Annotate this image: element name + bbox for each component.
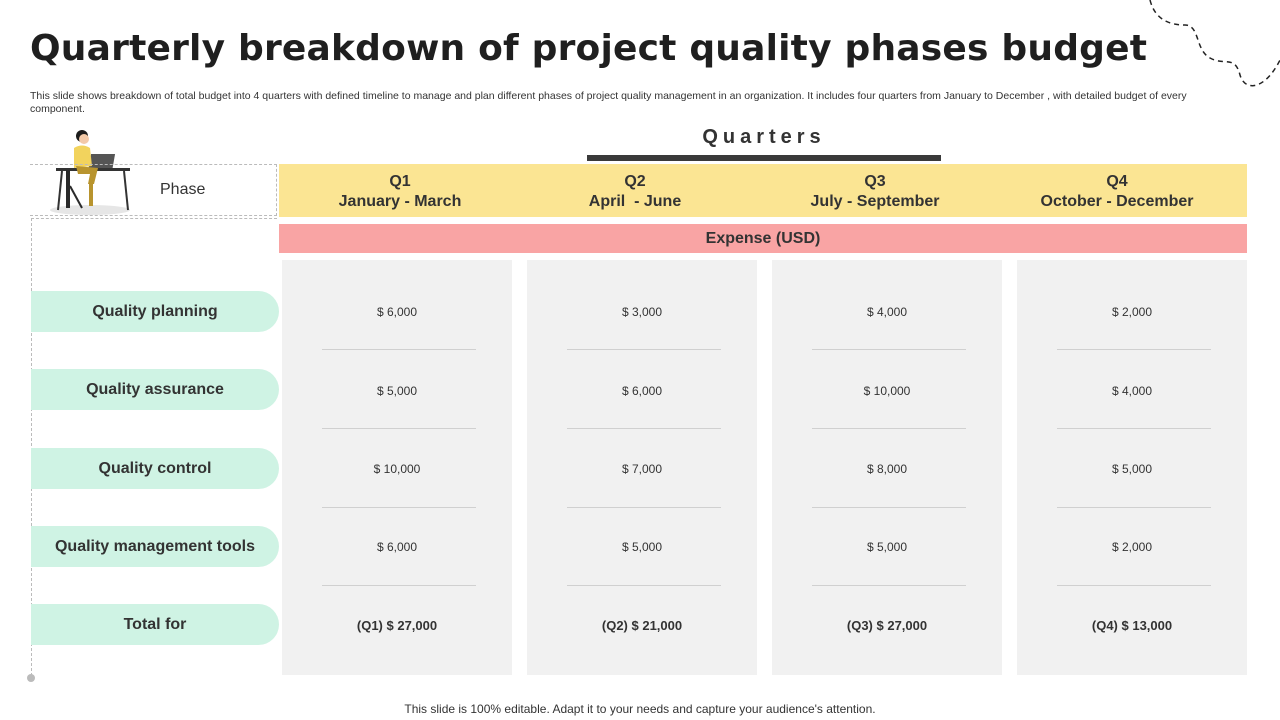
- column-q3: $ 4,000 $ 10,000 $ 8,000 $ 5,000 (Q3) $ …: [772, 260, 1002, 675]
- slide-title: Quarterly breakdown of project quality p…: [30, 28, 1148, 69]
- row-label-total: Total for: [31, 604, 279, 645]
- quarter-header-q2: Q2 April - June: [588, 173, 682, 210]
- row-label-quality-control: Quality control: [31, 448, 279, 489]
- table-cell: $ 5,000: [866, 540, 908, 554]
- table-cell: $ 4,000: [1111, 384, 1153, 398]
- table-cell: $ 6,000: [621, 384, 663, 398]
- divider: [322, 349, 476, 350]
- divider: [322, 585, 476, 586]
- divider: [1057, 585, 1211, 586]
- quarters-underline: [587, 155, 941, 161]
- table-cell: $ 7,000: [621, 462, 663, 476]
- table-cell: $ 2,000: [1111, 305, 1153, 319]
- phase-header-box: [30, 164, 277, 216]
- divider: [1057, 507, 1211, 508]
- divider: [322, 428, 476, 429]
- divider: [567, 507, 721, 508]
- table-cell: $ 3,000: [621, 305, 663, 319]
- divider: [812, 428, 966, 429]
- table-cell: $ 5,000: [1111, 462, 1153, 476]
- slide-description: This slide shows breakdown of total budg…: [30, 90, 1187, 115]
- quarter-header-q4: Q4 October - December: [1040, 173, 1194, 210]
- table-cell: $ 10,000: [863, 384, 911, 398]
- divider: [812, 585, 966, 586]
- row-label-quality-management-tools: Quality management tools: [31, 526, 279, 567]
- table-cell: $ 4,000: [866, 305, 908, 319]
- expense-header: Expense (USD): [279, 224, 1247, 253]
- phase-header-label: Phase: [160, 181, 206, 198]
- dashed-curve-decoration: [1149, 0, 1280, 87]
- divider: [567, 428, 721, 429]
- table-cell: $ 6,000: [376, 540, 418, 554]
- table-cell: $ 2,000: [1111, 540, 1153, 554]
- quarter-header-q3: Q3 July - September: [810, 173, 940, 210]
- column-q4: $ 2,000 $ 4,000 $ 5,000 $ 2,000 (Q4) $ 1…: [1017, 260, 1247, 675]
- divider: [567, 585, 721, 586]
- table-cell: $ 6,000: [376, 305, 418, 319]
- total-cell: (Q2) $ 21,000: [601, 618, 683, 633]
- quarter-header-q1: Q1 January - March: [338, 173, 462, 210]
- row-label-quality-planning: Quality planning: [31, 291, 279, 332]
- slide-footer: This slide is 100% editable. Adapt it to…: [404, 702, 876, 716]
- divider: [1057, 428, 1211, 429]
- divider: [31, 218, 277, 219]
- total-cell: (Q3) $ 27,000: [846, 618, 928, 633]
- divider: [567, 349, 721, 350]
- total-cell: (Q4) $ 13,000: [1091, 618, 1173, 633]
- divider: [1057, 349, 1211, 350]
- divider: [812, 507, 966, 508]
- table-cell: $ 5,000: [621, 540, 663, 554]
- column-q1: $ 6,000 $ 5,000 $ 10,000 $ 6,000 (Q1) $ …: [282, 260, 512, 675]
- row-label-quality-assurance: Quality assurance: [31, 369, 279, 410]
- connector-dot: [27, 674, 35, 682]
- table-cell: $ 10,000: [373, 462, 421, 476]
- total-cell: (Q1) $ 27,000: [356, 618, 438, 633]
- quarter-header-row: Q1 January - March Q2 April - June Q3 Ju…: [279, 164, 1247, 217]
- divider: [812, 349, 966, 350]
- table-cell: $ 8,000: [866, 462, 908, 476]
- divider: [31, 218, 32, 676]
- table-cell: $ 5,000: [376, 384, 418, 398]
- column-q2: $ 3,000 $ 6,000 $ 7,000 $ 5,000 (Q2) $ 2…: [527, 260, 757, 675]
- quarters-label: Quarters: [702, 126, 826, 148]
- divider: [322, 507, 476, 508]
